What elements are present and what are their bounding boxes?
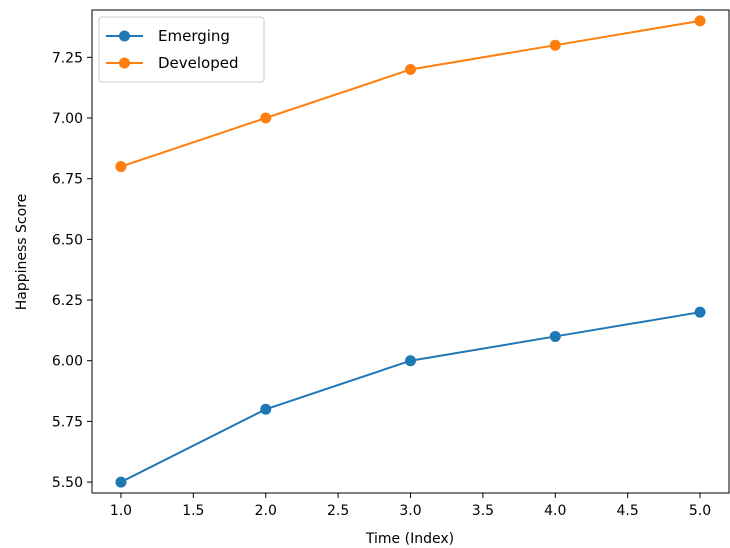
y-tick-label: 6.25 xyxy=(52,293,83,309)
y-tick-label: 6.00 xyxy=(52,354,83,370)
legend-label: Emerging xyxy=(158,27,230,45)
x-tick-label: 2.5 xyxy=(327,503,349,519)
y-tick-label: 7.00 xyxy=(52,111,83,127)
data-point xyxy=(115,476,127,488)
x-axis-label: Time (Index) xyxy=(365,531,454,547)
x-tick-label: 4.5 xyxy=(617,503,639,519)
y-tick-label: 7.25 xyxy=(52,50,83,66)
data-point xyxy=(260,403,272,415)
data-point xyxy=(549,39,561,51)
y-tick-label: 5.75 xyxy=(52,414,83,430)
series-developed xyxy=(115,15,706,173)
series-emerging xyxy=(115,306,706,488)
legend-box xyxy=(98,16,265,83)
data-point xyxy=(549,330,561,342)
y-axis-label: Happiness Score xyxy=(14,194,30,311)
x-tick-label: 2.0 xyxy=(255,503,277,519)
x-axis: 1.0 1.5 2.0 2.5 3.0 3.5 4.0 4.5 5.0 xyxy=(110,493,711,519)
legend-marker xyxy=(119,57,130,69)
data-point xyxy=(115,161,127,173)
y-axis: 5.50 5.75 6.00 6.25 6.50 6.75 7.00 7.25 xyxy=(52,50,92,491)
data-point xyxy=(260,112,272,124)
series-line xyxy=(120,311,701,483)
legend: Emerging Developed xyxy=(98,16,265,83)
data-point xyxy=(694,306,706,318)
y-tick-label: 6.50 xyxy=(52,232,83,248)
plot-layer xyxy=(115,15,706,488)
y-tick-label: 5.50 xyxy=(52,475,83,491)
legend-marker xyxy=(119,30,130,42)
x-tick-label: 1.0 xyxy=(110,503,132,519)
x-tick-label: 4.0 xyxy=(544,503,566,519)
x-tick-label: 3.0 xyxy=(399,503,421,519)
x-tick-label: 1.5 xyxy=(182,503,204,519)
y-tick-label: 6.75 xyxy=(52,172,83,188)
data-point xyxy=(694,15,706,27)
data-point xyxy=(405,355,416,367)
legend-label: Developed xyxy=(158,54,239,72)
data-point xyxy=(405,63,416,75)
x-tick-label: 5.0 xyxy=(689,503,711,519)
x-tick-label: 3.5 xyxy=(472,503,494,519)
